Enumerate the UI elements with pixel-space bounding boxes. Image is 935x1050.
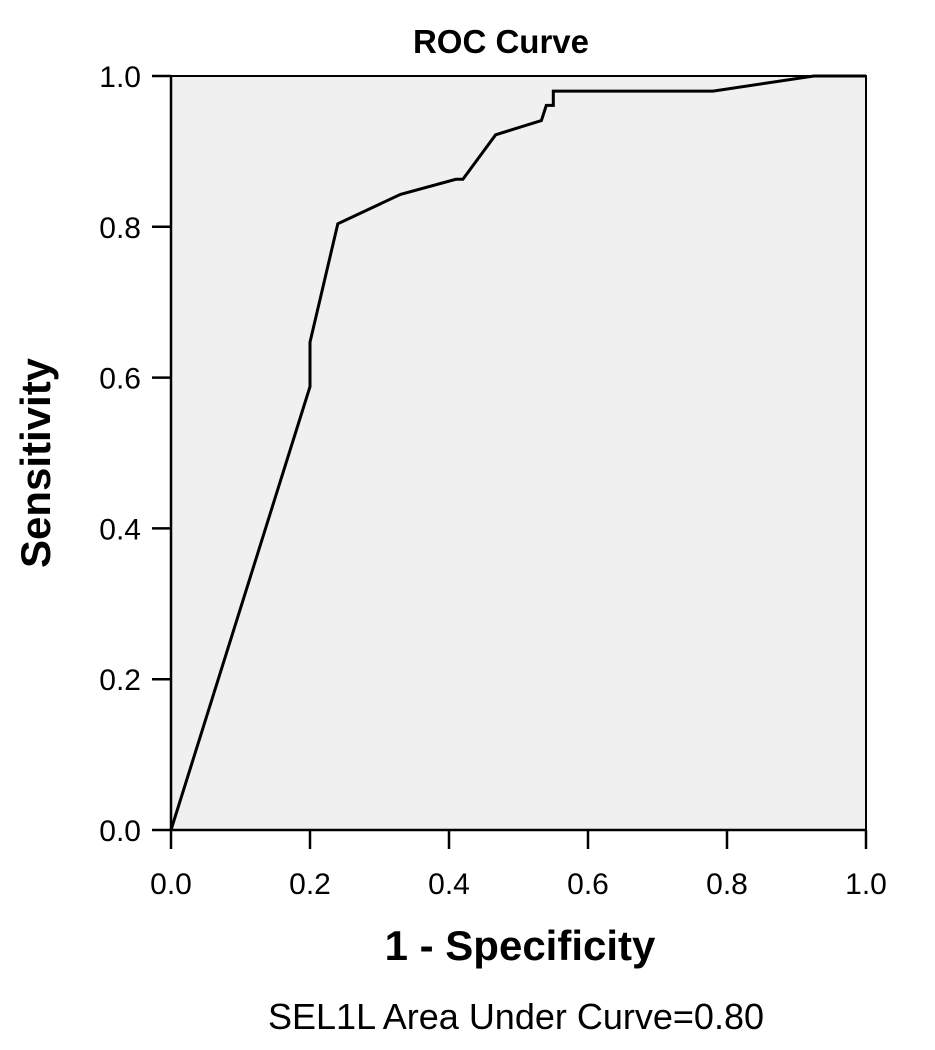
chart-caption: SEL1L Area Under Curve=0.80 xyxy=(268,996,764,1037)
y-tick-label: 0.0 xyxy=(99,815,141,848)
y-tick-label: 1.0 xyxy=(99,61,141,94)
y-tick-label: 0.6 xyxy=(99,363,141,396)
y-tick-label: 0.2 xyxy=(99,664,141,697)
x-tick-label: 0.0 xyxy=(150,868,192,901)
x-tick-label: 1.0 xyxy=(845,868,887,901)
plot-area xyxy=(170,75,867,831)
x-tick-label: 0.2 xyxy=(289,868,331,901)
x-tick-label: 0.4 xyxy=(428,868,470,901)
y-tick-label: 0.4 xyxy=(99,513,141,546)
y-axis-label: Sensitivity xyxy=(12,357,59,568)
x-axis-ticks: 0.0 0.2 0.4 0.6 0.8 1.0 xyxy=(150,830,887,901)
roc-curve-line xyxy=(169,74,866,831)
x-axis-label: 1 - Specificity xyxy=(385,922,656,969)
y-tick-label: 0.8 xyxy=(99,212,141,245)
x-tick-label: 0.6 xyxy=(567,868,609,901)
y-axis-ticks: 0.0 0.2 0.4 0.6 0.8 1.0 xyxy=(99,61,171,848)
chart-title: ROC Curve xyxy=(413,23,589,60)
x-tick-label: 0.8 xyxy=(706,868,748,901)
